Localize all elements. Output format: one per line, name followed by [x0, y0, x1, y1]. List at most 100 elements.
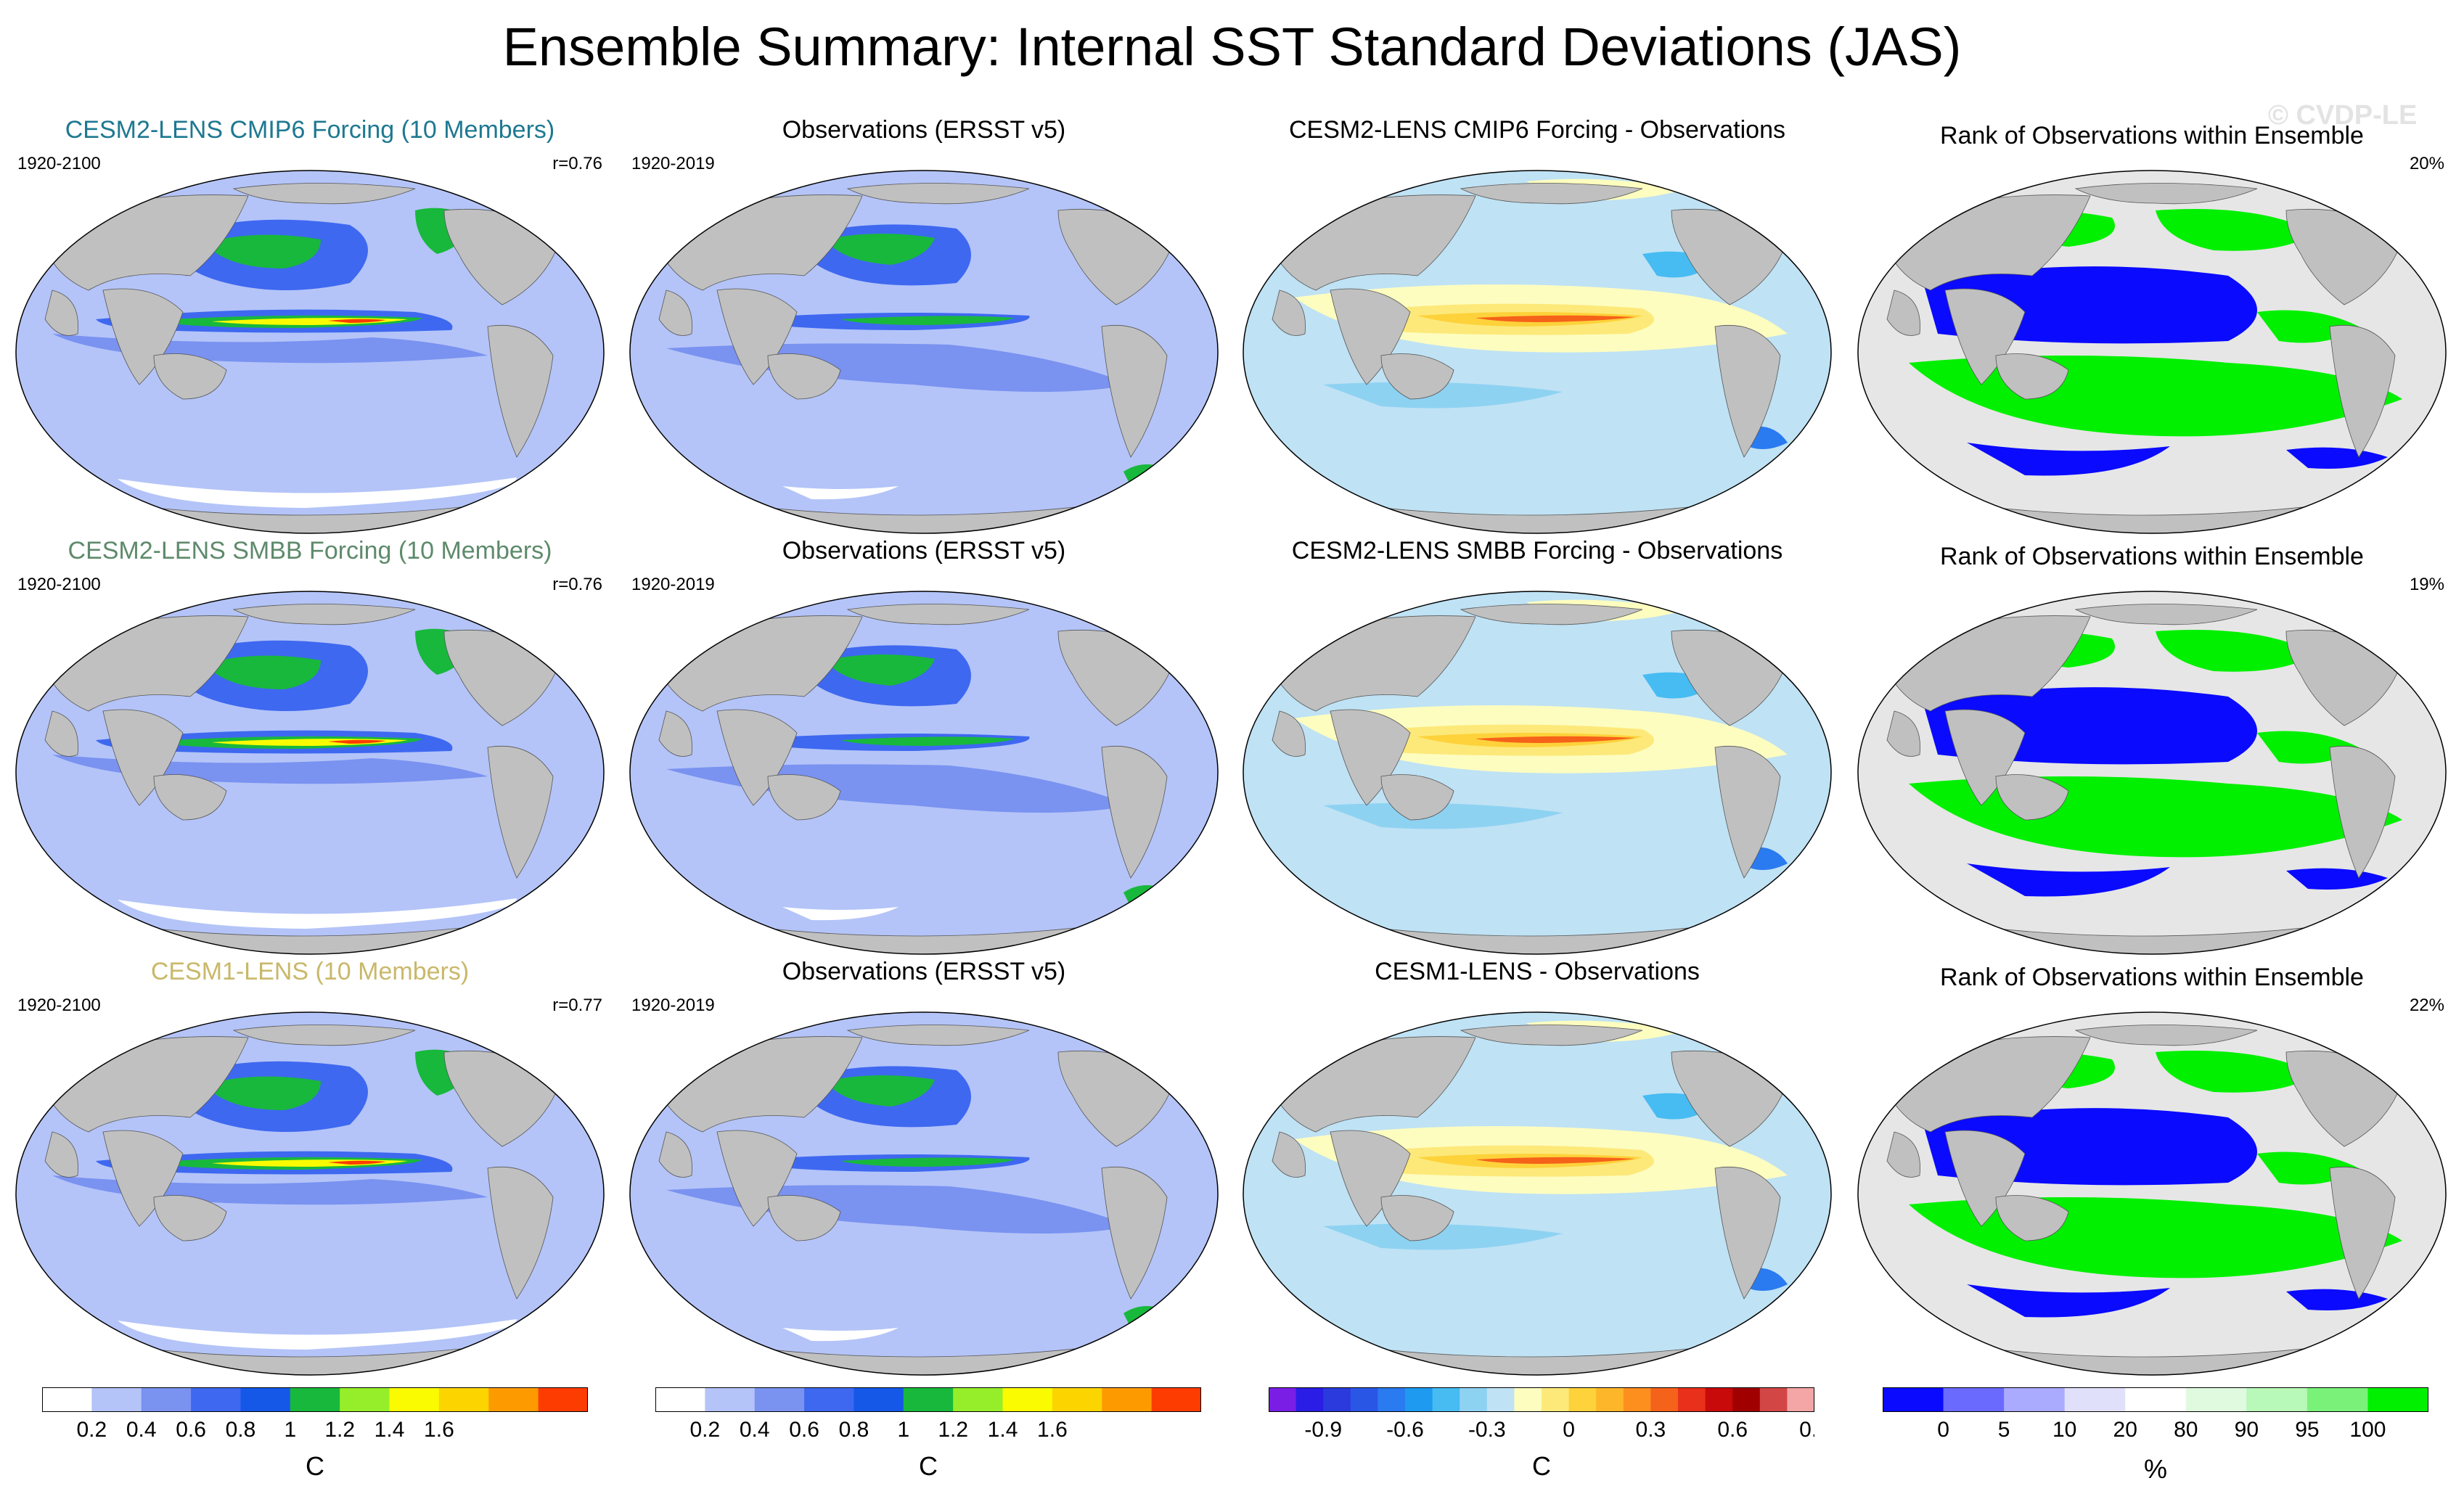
colorbar-tick-label: -0.9 [1304, 1418, 1342, 1442]
year-range: 1920-2100 [17, 996, 101, 1015]
colorbar-tick-label: 1.6 [1037, 1418, 1068, 1442]
contour-region [328, 319, 386, 323]
contour-region [2286, 447, 2388, 469]
colorbar-swatch [1296, 1387, 1324, 1412]
contour-region [118, 1319, 517, 1350]
land [846, 604, 1030, 625]
contour-region [826, 654, 935, 686]
colorbar-swatch [2064, 1387, 2126, 1412]
sst-std-map [629, 591, 1219, 955]
contour-region [1323, 802, 1563, 829]
rank-percent: 19% [2409, 575, 2444, 594]
colorbar-swatch [141, 1387, 192, 1412]
contour-region [118, 898, 517, 929]
colorbar-swatches: -0.9 -0.6 -0.3 0 0.3 0.6 0.9 [1269, 1387, 1814, 1442]
rank-percent: 20% [2409, 154, 2444, 173]
map-frame [1857, 170, 2447, 534]
land [232, 604, 416, 625]
land [2329, 745, 2396, 879]
colorbar-tick-label: 95 [2295, 1418, 2319, 1442]
contour-region [782, 486, 899, 500]
colorbar-unit: C [306, 1451, 324, 1481]
colorbar-swatch [1596, 1387, 1624, 1412]
colorbar-swatch [340, 1387, 390, 1412]
contour-region [2156, 1051, 2315, 1093]
colorbar-swatch [2307, 1387, 2368, 1412]
map-frame [15, 170, 605, 534]
map-body [1858, 591, 2446, 954]
colorbar-swatch [1542, 1387, 1570, 1412]
colorbar-swatch [290, 1387, 340, 1412]
land [1330, 1130, 1411, 1227]
contour-region [205, 655, 321, 689]
colorbar-tick-label: 5 [1998, 1418, 2010, 1442]
colorbar-swatch [488, 1387, 539, 1412]
colorbar-swatch [42, 1387, 92, 1412]
land [44, 290, 78, 336]
rank-map [1857, 1011, 2447, 1376]
panel-title: CESM2-LENS SMBB Forcing (10 Members) [67, 537, 552, 565]
sst-std-map [15, 1011, 605, 1376]
panel-observations-row3: Observations (ERSST v5) 1920-2019 [623, 958, 1225, 1379]
panel-difference-row1: CESM2-LENS CMIP6 Forcing - Observations [1236, 116, 1838, 537]
panel-title: Observations (ERSST v5) [782, 958, 1066, 985]
land [487, 1166, 554, 1300]
panel-title: Rank of Observations within Ensemble [1940, 543, 2364, 570]
colorbar-swatch [1269, 1387, 1297, 1412]
colorbar-swatch [953, 1387, 1004, 1412]
colorbar-tick-label: -0.3 [1468, 1418, 1506, 1442]
colorbar-swatch [1568, 1387, 1597, 1412]
land [487, 745, 554, 879]
map-frame [15, 591, 605, 955]
contour-region [205, 1076, 321, 1110]
colorbar-swatch [1102, 1387, 1153, 1412]
colorbar-swatch [438, 1387, 489, 1412]
map-frame [1857, 591, 2447, 955]
land [153, 774, 227, 821]
colorbar-tick-label: 100 [2349, 1418, 2386, 1442]
pattern-correlation: r=0.76 [552, 154, 602, 173]
colorbar-swatches: 0 5 10 20 80 90 95 100 [1883, 1387, 2428, 1442]
land [658, 290, 692, 336]
land [102, 1130, 184, 1227]
colorbar-swatch [191, 1387, 241, 1412]
colorbar-tick-label: 0.6 [176, 1418, 206, 1442]
land [2329, 324, 2396, 458]
map-frame [1243, 170, 1832, 534]
panel-title: Observations (ERSST v5) [782, 537, 1066, 565]
map-body [16, 171, 604, 533]
map-body [1858, 1012, 2446, 1375]
colorbar-swatch [754, 1387, 805, 1412]
colorbar-swatch [1151, 1387, 1201, 1412]
colorbar-swatches: 0.2 0.4 0.6 0.8 1 1.2 1.4 1.6 [655, 1387, 1201, 1442]
panel-ensemble-row2: CESM2-LENS SMBB Forcing (10 Members) 192… [9, 537, 611, 958]
sst-std-map [629, 170, 1219, 534]
panel-title: CESM1-LENS - Observations [1375, 958, 1700, 985]
map-frame [15, 1011, 605, 1376]
year-range: 1920-2100 [17, 575, 101, 594]
panel-rank-row3: Rank of Observations within Ensemble 22% [1851, 958, 2453, 1379]
figure-title: Ensemble Summary: Internal SST Standard … [502, 17, 1962, 77]
colorbar-swatch [655, 1387, 705, 1412]
panel-rank-row2: Rank of Observations within Ensemble 19% [1851, 537, 2453, 958]
land [1330, 709, 1411, 806]
year-range: 1920-2100 [17, 154, 101, 173]
colorbar-swatch [804, 1387, 854, 1412]
contour-region [782, 907, 899, 921]
land [658, 710, 692, 757]
colorbar-tick-label: 0.6 [1717, 1418, 1748, 1442]
land [1272, 710, 1306, 757]
land [716, 709, 798, 806]
land [658, 1131, 692, 1178]
colorbar-swatch [2185, 1387, 2247, 1412]
land [102, 709, 184, 806]
colorbar-tick-label: 0 [1563, 1418, 1575, 1442]
colorbar-unit: C [919, 1451, 938, 1481]
land [716, 1130, 798, 1227]
panel-title: CESM1-LENS (10 Members) [150, 958, 470, 985]
colorbar-swatch [2246, 1387, 2308, 1412]
land [2329, 1166, 2396, 1300]
colorbar-swatch [1378, 1387, 1406, 1412]
colorbar-swatch [2367, 1387, 2428, 1412]
colorbar-tick-label: 80 [2174, 1418, 2198, 1442]
